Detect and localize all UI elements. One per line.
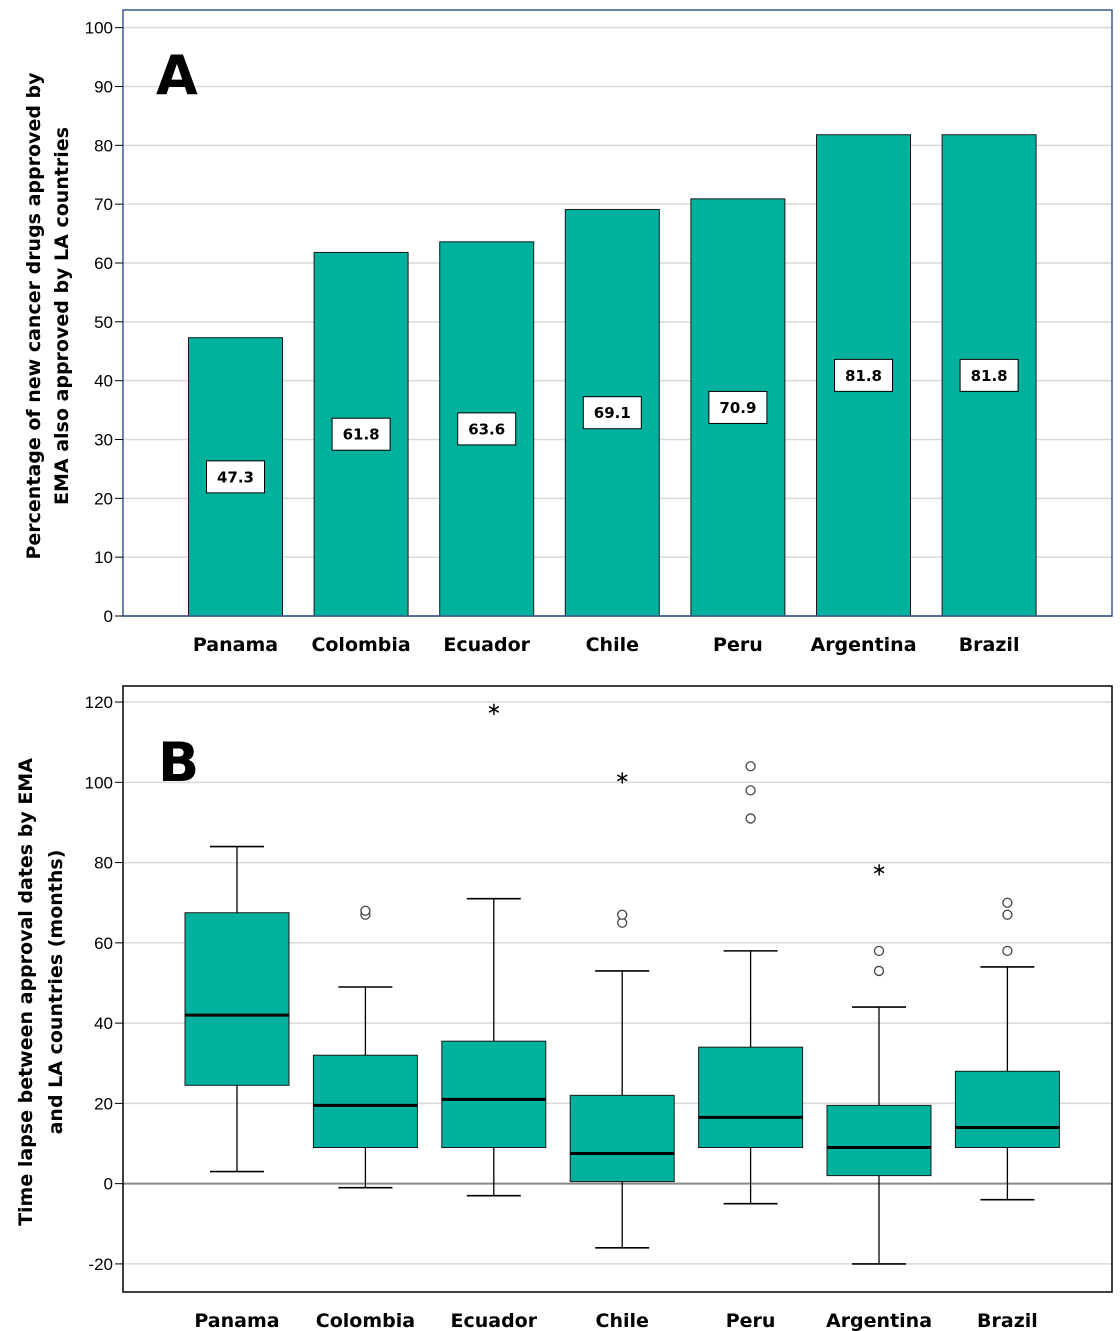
panel-b-box (954, 1070, 1060, 1149)
panel-a-y-tick-label: 70 (94, 195, 113, 214)
panel-b-letter: B (158, 731, 199, 794)
panel-b-category-label: Ecuador (450, 1310, 537, 1331)
panel-a-data-label: 81.8 (971, 367, 1008, 385)
panel-b-category-label: Chile (596, 1310, 649, 1331)
panel-b-y-tick-label: 60 (94, 934, 113, 953)
panel-b-y-axis-label-line-2: and LA countries (months) (45, 850, 67, 1135)
panel-a-bars (188, 134, 1037, 617)
panel-b-outlier-point (873, 945, 885, 957)
panel-b-box-plot: B ∗ ∗ ∗ -20 0 20 40 60 80 100 120 Panama Colombia E… (15, 685, 1113, 1331)
panel-b-outlier-point (617, 909, 628, 920)
panel-a-data-label: 63.6 (468, 420, 505, 438)
panel-a-data-label-box (834, 358, 893, 392)
panel-a-category-label: Ecuador (443, 634, 530, 656)
panel-b-y-axis: -20 0 20 40 60 80 100 120 (85, 693, 123, 1274)
panel-b-y-axis-label-line-1: Time lapse between approval dates by EMA (15, 758, 37, 1226)
panel-b-outlier-point (1002, 945, 1013, 957)
panel-b-outlier-point (1002, 897, 1013, 908)
panel-b-outlier-point (873, 965, 885, 977)
panel-b-plot-frame (122, 685, 1113, 1293)
panel-b-extreme-point: ∗ (486, 699, 501, 720)
panel-a-category-label: Peru (713, 634, 763, 656)
panel-a-data-label: 61.8 (343, 426, 380, 444)
panel-b-y-tick-label: 40 (94, 1014, 113, 1033)
panel-a-y-tick-label: 80 (94, 136, 113, 155)
panel-a-letter: A (156, 44, 198, 107)
panel-b-category-label: Peru (726, 1310, 776, 1331)
panel-b-outlier-point (745, 813, 756, 824)
panel-a-y-tick-label: 20 (94, 489, 113, 508)
panel-a-data-label: 47.3 (217, 468, 254, 486)
panel-b-y-tick-label: 120 (85, 693, 113, 712)
panel-a-y-tick-label: 40 (94, 372, 113, 391)
panel-b-outlier-point (745, 761, 756, 772)
panel-b-y-tick-label: 100 (85, 773, 113, 792)
panel-a-x-axis: Panama Colombia Ecuador Chile Peru Argentina B… (123, 615, 1112, 656)
panel-a-y-tick-label: 50 (94, 313, 113, 332)
panel-b-boxes: ∗ ∗ ∗ (184, 699, 1060, 1265)
panel-b-box (441, 1040, 547, 1149)
panel-a-y-tick-label: 10 (94, 548, 113, 567)
panel-b-box (184, 912, 290, 1086)
panel-b-extreme-point: ∗ (615, 767, 630, 788)
panel-b-category-label: Argentina (826, 1310, 932, 1331)
panel-b-box-group (954, 897, 1060, 1201)
panel-a-data-label: 70.9 (719, 399, 756, 417)
panel-a-y-tick-label: 100 (85, 19, 113, 38)
panel-b-box-group (184, 845, 290, 1173)
panel-b-category-label: Colombia (316, 1310, 415, 1331)
panel-b-box-group (312, 905, 418, 1189)
panel-a-bar-chart: A 47.3 61.8 63.6 69.1 70.9 81.8 81.8 0 10 20 30 40… (23, 9, 1113, 656)
panel-a-category-label: Chile (586, 634, 639, 656)
panel-a-data-label-box (457, 412, 517, 446)
panel-b-extreme-point: ∗ (871, 860, 886, 881)
panel-a-data-label-box (206, 460, 265, 494)
panel-b-box (698, 1046, 804, 1149)
panel-b-box-group: ∗ (569, 767, 675, 1249)
panel-a-data-label-box (959, 358, 1019, 392)
panel-a-y-tick-label: 60 (94, 254, 113, 273)
panel-b-y-tick-label: 0 (104, 1175, 113, 1194)
panel-a-y-tick-label: 30 (94, 430, 113, 449)
panel-b-outlier-point (360, 905, 371, 916)
panel-a-data-label-box (582, 396, 642, 430)
panel-b-box (826, 1104, 932, 1177)
panel-b-y-tick-label: -20 (88, 1255, 113, 1274)
panel-b-category-label: Brazil (977, 1310, 1038, 1331)
panel-a-category-label: Colombia (311, 634, 410, 656)
panel-a-y-tick-label: 90 (94, 77, 113, 96)
panel-a-data-label: 69.1 (594, 404, 631, 422)
panel-a-data-label-box (331, 417, 391, 451)
panel-b-x-axis: Panama Colombia Ecuador Chile Peru Argentina B… (194, 1310, 1037, 1331)
panel-b-y-tick-label: 80 (94, 854, 113, 873)
panel-a-category-label: Argentina (810, 634, 916, 656)
panel-a-category-label: Panama (193, 634, 278, 656)
panel-b-box-group: ∗ (826, 860, 932, 1265)
panel-a-y-tick-label: 0 (104, 607, 113, 626)
panel-a-y-axis-label-line-1: Percentage of new cancer drugs approved … (23, 72, 45, 560)
panel-a-y-axis: 0 10 20 30 40 50 60 70 80 90 100 (85, 19, 123, 626)
panel-b-box-group: ∗ (441, 699, 547, 1197)
panel-a-category-label: Brazil (959, 634, 1020, 656)
panel-b-y-tick-label: 20 (94, 1094, 113, 1113)
panel-a-data-label-box (708, 390, 768, 424)
panel-a-y-axis-label-line-2: EMA also approved by LA countries (51, 127, 73, 505)
panel-b-outlier-point (1002, 909, 1013, 920)
panel-b-box (312, 1054, 418, 1149)
panel-a-data-labels: 47.3 61.8 63.6 69.1 70.9 81.8 81.8 (206, 358, 1019, 494)
panel-b-outlier-point (745, 785, 756, 796)
panel-a-data-label: 81.8 (845, 367, 882, 385)
panel-b-category-label: Panama (194, 1310, 279, 1331)
panel-b-box-group (698, 761, 804, 1205)
panel-b-box (569, 1094, 675, 1183)
